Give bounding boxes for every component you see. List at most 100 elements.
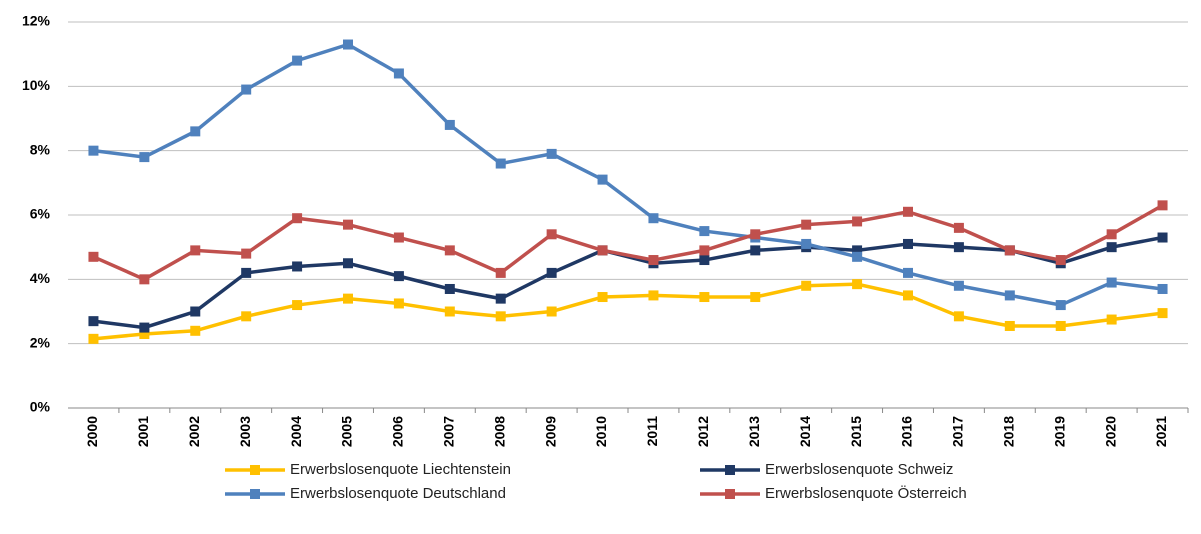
legend-label: Erwerbslosenquote Schweiz: [765, 461, 953, 478]
x-tick-label: 2012: [695, 416, 711, 447]
x-tick-label: 2017: [950, 416, 966, 447]
point: [699, 292, 710, 303]
point: [241, 311, 252, 322]
point: [546, 148, 557, 159]
point: [699, 245, 710, 256]
point: [953, 311, 964, 322]
point: [852, 279, 863, 290]
point: [750, 292, 761, 303]
point: [88, 316, 99, 327]
x-tick-label: 2000: [84, 416, 100, 447]
point: [393, 68, 404, 79]
y-tick-label: 8%: [30, 141, 51, 157]
point: [1157, 308, 1168, 319]
legend-label: Erwerbslosenquote Österreich: [765, 484, 967, 502]
point: [139, 152, 150, 163]
point: [1157, 283, 1168, 294]
legend-marker: [250, 465, 260, 475]
y-tick-label: 12%: [22, 13, 51, 29]
point: [1055, 320, 1066, 331]
point: [903, 238, 913, 249]
point: [801, 219, 812, 230]
point: [495, 311, 506, 322]
x-tick-label: 2001: [135, 416, 151, 447]
x-tick-label: 2013: [746, 416, 762, 447]
legend-marker: [725, 465, 735, 475]
point: [190, 126, 201, 137]
point: [1106, 229, 1117, 240]
x-tick-label: 2003: [237, 416, 253, 447]
point: [597, 245, 608, 256]
x-tick-label: 2002: [186, 416, 202, 447]
point: [852, 251, 863, 262]
point: [393, 298, 404, 309]
point: [495, 293, 506, 304]
y-tick-label: 6%: [30, 206, 51, 222]
point: [953, 280, 964, 291]
point: [750, 229, 761, 240]
point: [139, 274, 150, 285]
point: [139, 329, 150, 340]
point: [597, 292, 608, 303]
point: [750, 245, 761, 256]
point: [88, 333, 99, 344]
x-tick-label: 2016: [899, 416, 915, 447]
legend-label: Erwerbslosenquote Liechtenstein: [290, 461, 511, 478]
point: [139, 322, 150, 333]
series-line: [93, 42, 1163, 307]
point: [495, 158, 506, 169]
point: [699, 255, 710, 266]
x-tick-label: 2019: [1051, 416, 1067, 447]
y-tick-label: 4%: [30, 270, 51, 286]
point: [292, 213, 303, 224]
point: [190, 325, 201, 336]
point: [852, 245, 863, 256]
point: [241, 84, 252, 95]
point: [444, 283, 455, 294]
x-tick-label: 2010: [593, 416, 609, 447]
point: [1004, 245, 1015, 256]
y-tick-label: 0%: [30, 399, 51, 415]
point: [88, 145, 99, 156]
point: [546, 267, 557, 278]
point: [801, 280, 812, 291]
point: [292, 55, 303, 66]
point: [343, 258, 353, 269]
y-tick-label: 10%: [22, 77, 51, 93]
point: [1004, 320, 1015, 331]
point: [1157, 200, 1168, 211]
legend-marker: [250, 489, 260, 499]
x-tick-label: 2009: [542, 416, 558, 447]
x-tick-label: 2006: [390, 416, 406, 447]
point: [1004, 290, 1015, 301]
point: [1055, 300, 1066, 311]
point: [1106, 277, 1117, 288]
point: [852, 216, 863, 227]
x-tick-label: 2018: [1001, 416, 1017, 447]
point: [88, 251, 99, 262]
x-tick-label: 2015: [848, 416, 864, 447]
point: [953, 242, 964, 253]
point: [241, 248, 252, 259]
point: [444, 245, 455, 256]
point: [1106, 314, 1117, 325]
x-tick-label: 2020: [1102, 416, 1118, 447]
point: [699, 226, 710, 237]
x-tick-label: 2005: [339, 416, 355, 447]
point: [190, 245, 201, 256]
x-tick-label: 2011: [644, 416, 660, 447]
point: [393, 271, 404, 282]
point: [292, 261, 303, 272]
point: [546, 306, 557, 317]
point: [495, 267, 506, 278]
series-line: [92, 203, 1164, 282]
point: [1055, 255, 1066, 266]
point: [801, 238, 812, 249]
point: [343, 293, 353, 304]
x-tick-label: 2004: [288, 416, 304, 447]
legend-label: Erwerbslosenquote Deutschland: [290, 485, 506, 502]
point: [343, 219, 353, 230]
point: [648, 255, 659, 266]
x-tick-label: 2014: [797, 416, 813, 447]
